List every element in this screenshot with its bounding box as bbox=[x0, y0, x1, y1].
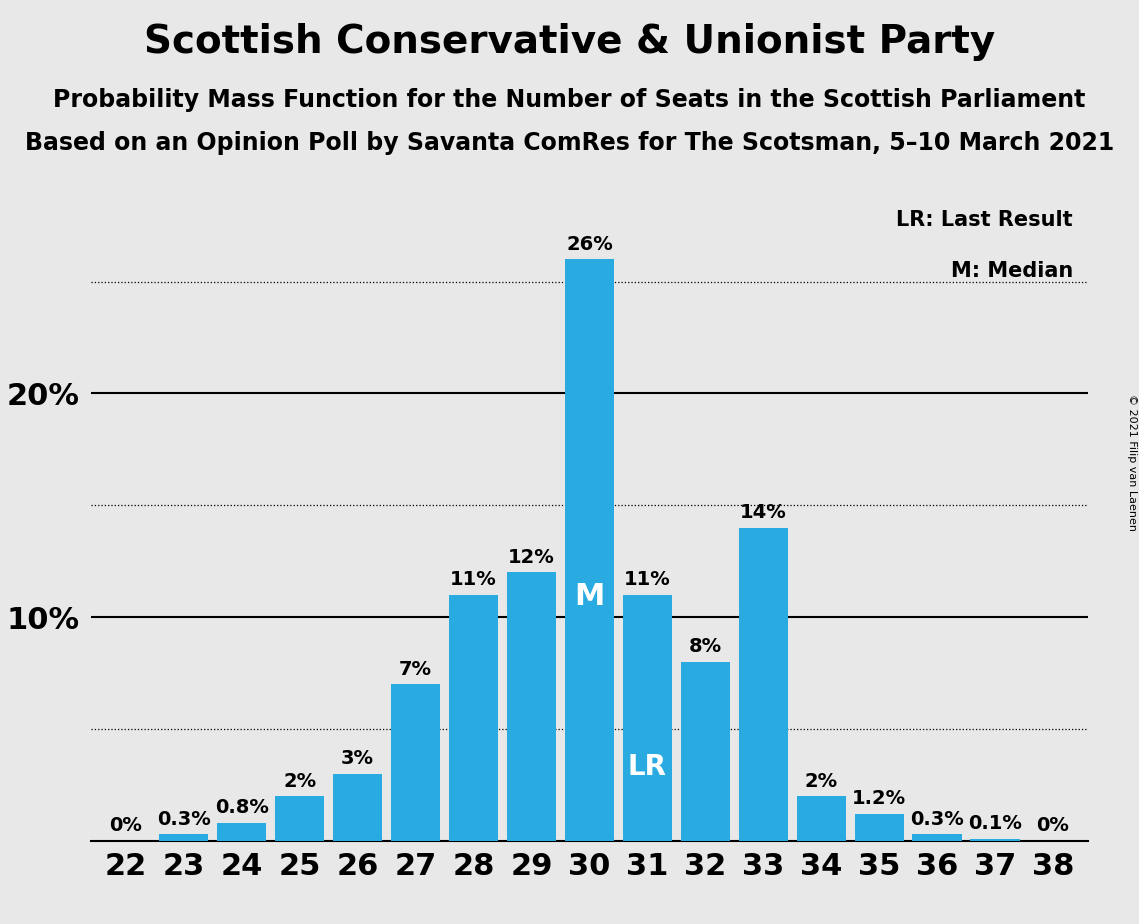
Text: 14%: 14% bbox=[740, 503, 787, 522]
Bar bbox=[912, 834, 961, 841]
Bar bbox=[449, 595, 498, 841]
Text: 0%: 0% bbox=[1036, 816, 1070, 835]
Text: 8%: 8% bbox=[689, 638, 722, 656]
Text: 0.3%: 0.3% bbox=[910, 809, 964, 829]
Bar bbox=[391, 685, 441, 841]
Text: Based on an Opinion Poll by Savanta ComRes for The Scotsman, 5–10 March 2021: Based on an Opinion Poll by Savanta ComR… bbox=[25, 131, 1114, 155]
Text: 11%: 11% bbox=[450, 570, 497, 590]
Text: Scottish Conservative & Unionist Party: Scottish Conservative & Unionist Party bbox=[144, 23, 995, 61]
Text: 0%: 0% bbox=[109, 816, 142, 835]
Bar bbox=[738, 528, 788, 841]
Text: 0.8%: 0.8% bbox=[215, 798, 269, 818]
Text: 11%: 11% bbox=[624, 570, 671, 590]
Bar bbox=[854, 814, 903, 841]
Text: 12%: 12% bbox=[508, 548, 555, 566]
Bar bbox=[623, 595, 672, 841]
Bar bbox=[218, 823, 267, 841]
Text: LR: Last Result: LR: Last Result bbox=[896, 210, 1073, 230]
Text: 2%: 2% bbox=[804, 772, 838, 791]
Bar bbox=[681, 662, 730, 841]
Bar bbox=[970, 839, 1019, 841]
Text: 1.2%: 1.2% bbox=[852, 789, 907, 808]
Text: Probability Mass Function for the Number of Seats in the Scottish Parliament: Probability Mass Function for the Number… bbox=[54, 88, 1085, 112]
Text: M: M bbox=[574, 582, 605, 611]
Text: © 2021 Filip van Laenen: © 2021 Filip van Laenen bbox=[1126, 394, 1137, 530]
Text: 3%: 3% bbox=[342, 749, 374, 768]
Text: 26%: 26% bbox=[566, 235, 613, 253]
Text: 0.1%: 0.1% bbox=[968, 814, 1022, 833]
Text: LR: LR bbox=[628, 753, 666, 781]
Text: M: Median: M: Median bbox=[951, 261, 1073, 281]
Text: 0.3%: 0.3% bbox=[157, 809, 211, 829]
Bar bbox=[796, 796, 846, 841]
Bar bbox=[507, 572, 556, 841]
Bar bbox=[159, 834, 208, 841]
Bar bbox=[276, 796, 325, 841]
Text: 2%: 2% bbox=[284, 772, 317, 791]
Bar bbox=[333, 773, 383, 841]
Bar bbox=[565, 260, 614, 841]
Text: 7%: 7% bbox=[399, 660, 432, 678]
